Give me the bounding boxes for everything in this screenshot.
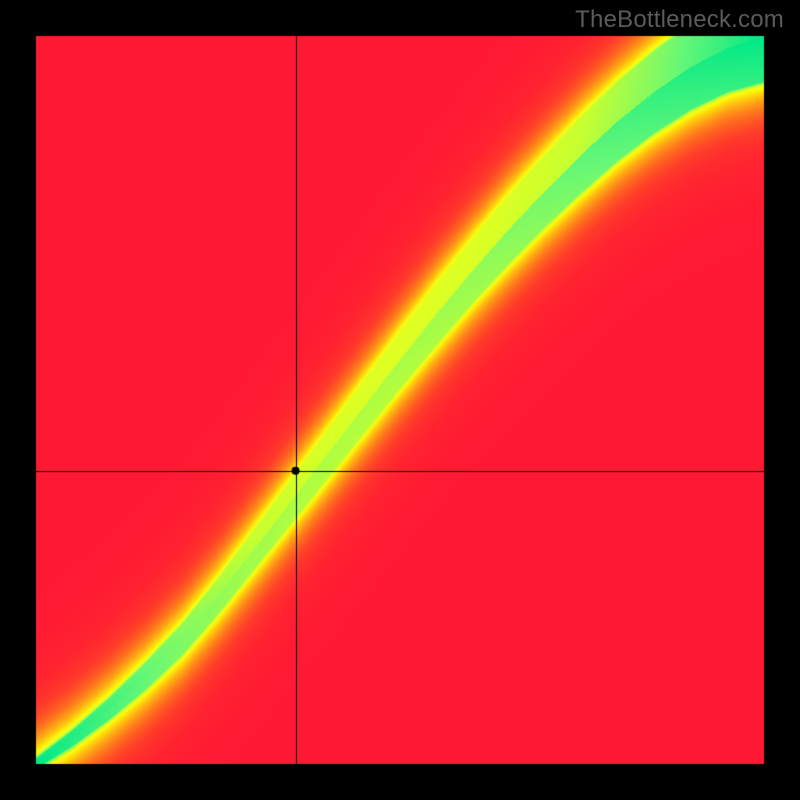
bottleneck-heatmap: [0, 0, 800, 800]
watermark-text: TheBottleneck.com: [575, 6, 784, 34]
